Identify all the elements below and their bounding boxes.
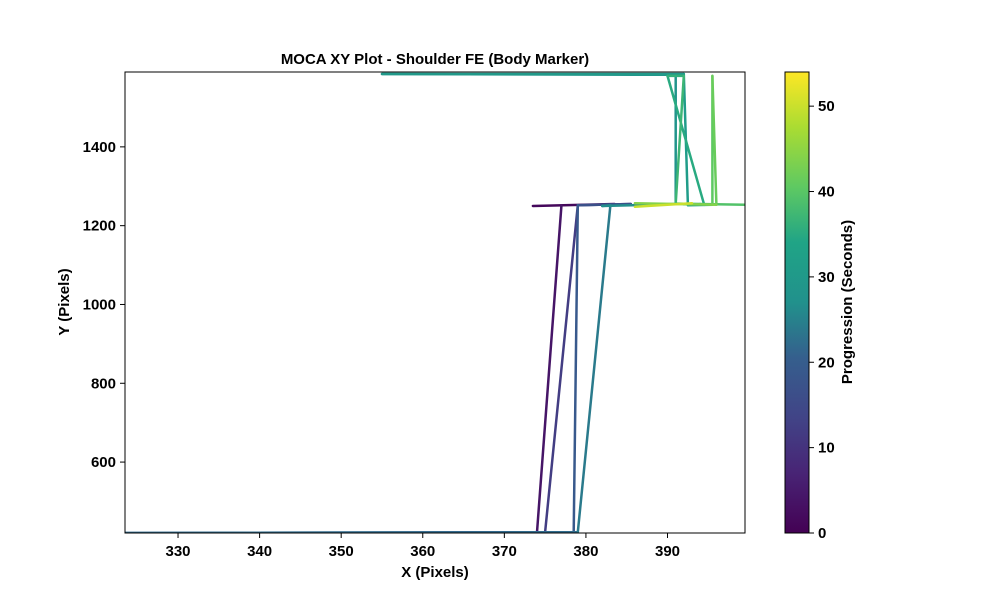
colorbar-tick-label: 10: [818, 440, 835, 457]
trace-segment-2: [535, 204, 563, 533]
x-tick-label: 380: [573, 543, 598, 560]
y-tick-label: 1400: [83, 139, 116, 156]
x-tick-label: 330: [166, 543, 191, 560]
y-axis-label: Y (Pixels): [56, 268, 73, 335]
trace-segment-8: [572, 203, 580, 533]
y-tick-label: 1200: [83, 218, 116, 235]
y-tick-label: 1000: [83, 296, 116, 313]
colorbar-tick-label: 30: [818, 269, 835, 286]
x-tick-label: 390: [655, 543, 680, 560]
trace-segment-21: [666, 74, 706, 207]
y-tick-label: 600: [91, 454, 116, 471]
colorbar-tick-label: 40: [818, 184, 835, 201]
colorbar-tick-label: 20: [818, 354, 835, 371]
x-tick-label: 360: [410, 543, 435, 560]
colorbar-frame: [784, 71, 810, 534]
x-axis-ticks: 330 340 350 360 370 380 390: [166, 533, 680, 560]
trace-segment-5: [543, 203, 580, 533]
x-tick-label: 340: [247, 543, 272, 560]
colorbar: [785, 72, 809, 533]
trace-segment-23: [674, 74, 686, 205]
x-tick-label: 350: [329, 543, 354, 560]
x-tick-label: 370: [492, 543, 517, 560]
y-tick-label: 800: [91, 375, 116, 392]
trace-segment-29: [633, 201, 694, 209]
chart-title: MOCA XY Plot - Shoulder FE (Body Marker): [281, 51, 589, 68]
x-axis-label: X (Pixels): [401, 564, 469, 581]
colorbar-tick-label: 50: [818, 98, 835, 115]
colorbar-ticks: 0 10 20 30 40 50: [809, 98, 835, 542]
plot-frame: [124, 71, 746, 534]
trajectory-traces: [125, 72, 745, 533]
colorbar-tick-label: 0: [818, 525, 826, 542]
colorbar-label: Progression (Seconds): [839, 220, 856, 384]
trace-segment-27: [711, 74, 718, 207]
y-axis-ticks: 600 800 1000 1200 1400: [83, 139, 125, 471]
trace-segment-11: [576, 203, 612, 533]
